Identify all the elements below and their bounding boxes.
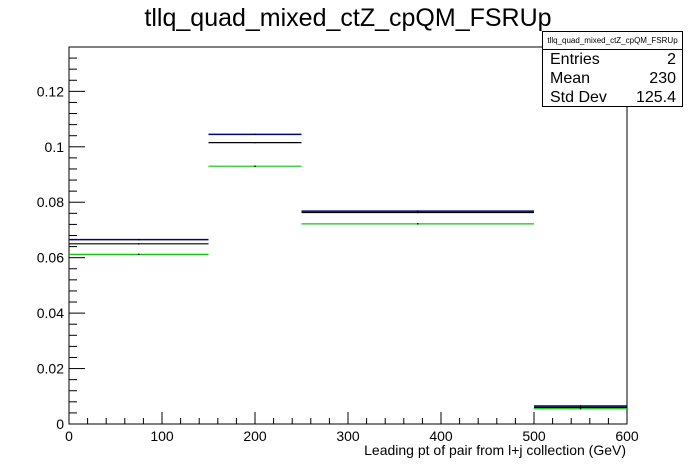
- x-tick-label: 0: [65, 428, 73, 444]
- x-tick-label: 300: [336, 428, 360, 444]
- bin-marker: [137, 253, 140, 256]
- y-tick-label: 0.12: [37, 83, 64, 99]
- bin-marker: [416, 210, 419, 212]
- bin-marker: [579, 407, 582, 410]
- y-tick-label: 0.04: [37, 305, 64, 321]
- bin-marker: [137, 243, 140, 245]
- bin-marker: [579, 405, 582, 407]
- y-tick-label: 0.1: [45, 139, 65, 155]
- stats-label: Std Dev: [550, 89, 607, 106]
- y-tick-label: 0.02: [37, 361, 64, 377]
- x-tick-label: 500: [522, 428, 546, 444]
- chart-title: tllq_quad_mixed_ctZ_cpQM_FSRUp: [144, 4, 552, 32]
- y-tick-label: 0: [56, 416, 64, 432]
- x-tick-label: 100: [150, 428, 174, 444]
- bin-marker: [254, 165, 256, 167]
- bin-marker: [254, 133, 256, 136]
- bin-marker: [137, 238, 140, 241]
- x-tick-label: 600: [615, 428, 639, 444]
- stats-box-title: tllq_quad_mixed_ctZ_cpQM_FSRUp: [543, 32, 682, 50]
- x-axis-label: Leading pt of pair from l+j collection (…: [364, 442, 626, 458]
- bin-marker: [579, 406, 582, 409]
- bin-marker: [254, 141, 256, 144]
- stats-value: 125.4: [635, 89, 676, 106]
- stats-row-stddev: Std Dev 125.4: [543, 88, 682, 107]
- y-tick-label: 0.06: [37, 250, 64, 266]
- stats-row-mean: Mean 230: [543, 69, 682, 88]
- stats-row-entries: Entries 2: [543, 50, 682, 69]
- stats-box: tllq_quad_mixed_ctZ_cpQM_FSRUp Entries 2…: [542, 31, 683, 107]
- x-tick-label: 400: [429, 428, 453, 444]
- bin-marker: [416, 223, 419, 225]
- stats-label: Mean: [550, 70, 591, 87]
- stats-value: 230: [649, 70, 676, 87]
- y-tick-label: 0.08: [37, 194, 64, 210]
- stats-label: Entries: [550, 51, 600, 68]
- x-tick-label: 200: [243, 428, 267, 444]
- stats-value: 2: [667, 51, 676, 68]
- bin-marker: [416, 211, 419, 214]
